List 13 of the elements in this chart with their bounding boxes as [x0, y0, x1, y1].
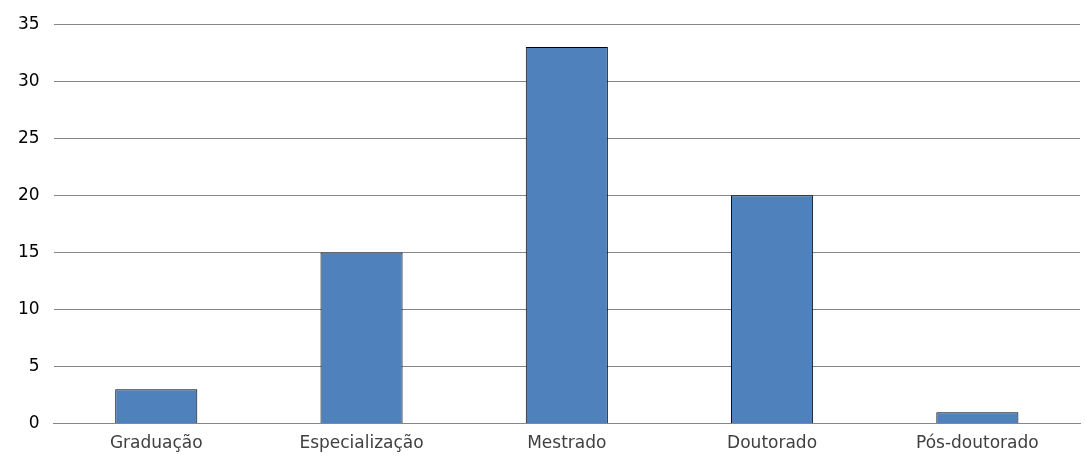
x-tick-label: Mestrado — [527, 432, 607, 453]
y-tick-label: 25 — [17, 126, 40, 147]
y-tick-label: 35 — [17, 12, 40, 33]
y-tick-label: 15 — [17, 240, 40, 261]
x-tick-label: Graduação — [109, 432, 203, 453]
y-tick-label: 10 — [17, 297, 40, 318]
x-tick-label: Especialização — [299, 432, 424, 453]
y-tick-label: 20 — [17, 183, 40, 204]
x-tick-label: Doutorado — [727, 432, 818, 453]
y-tick-label: 0 — [28, 412, 40, 433]
y-tick-label: 5 — [28, 354, 40, 375]
y-tick-label: 30 — [17, 69, 40, 90]
x-tick-label: Pós-doutorado — [916, 432, 1039, 453]
